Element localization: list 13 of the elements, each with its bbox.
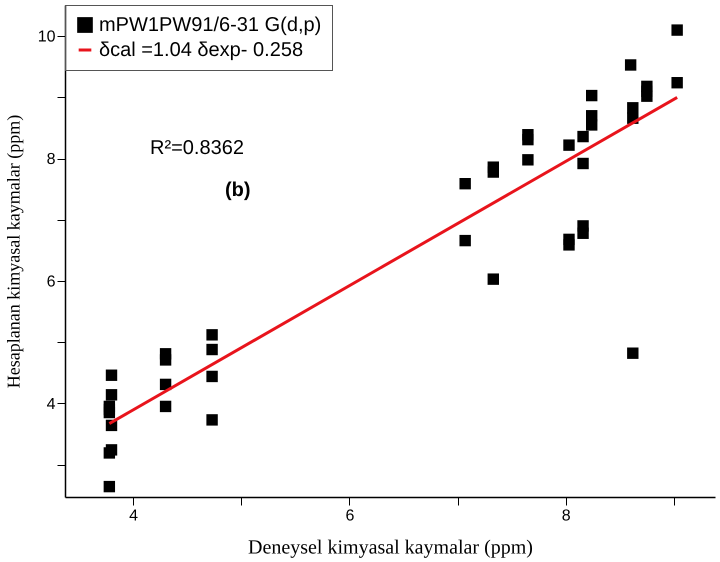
- y-tick-label: 8: [46, 151, 56, 168]
- y-axis-title: Hesaplanan kimyasal kaymalar (ppm): [4, 114, 24, 388]
- x-tick-label: 4: [129, 508, 138, 524]
- annotation: (b): [225, 179, 251, 201]
- x-tick-label: 6: [345, 508, 354, 524]
- legend-label: δcal =1.04 δexp- 0.258: [99, 39, 304, 61]
- y-tick-label: 6: [46, 273, 56, 290]
- x-tick-label: 8: [562, 508, 571, 524]
- annotation: R²=0.8362: [150, 137, 244, 159]
- legend-label: mPW1PW91/6-31 G(d,p): [99, 14, 322, 36]
- y-tick-label: 4: [46, 396, 56, 413]
- y-tick-label: 10: [38, 28, 56, 46]
- x-axis-title: Deneysel kimyasal kaymalar (ppm): [248, 536, 533, 558]
